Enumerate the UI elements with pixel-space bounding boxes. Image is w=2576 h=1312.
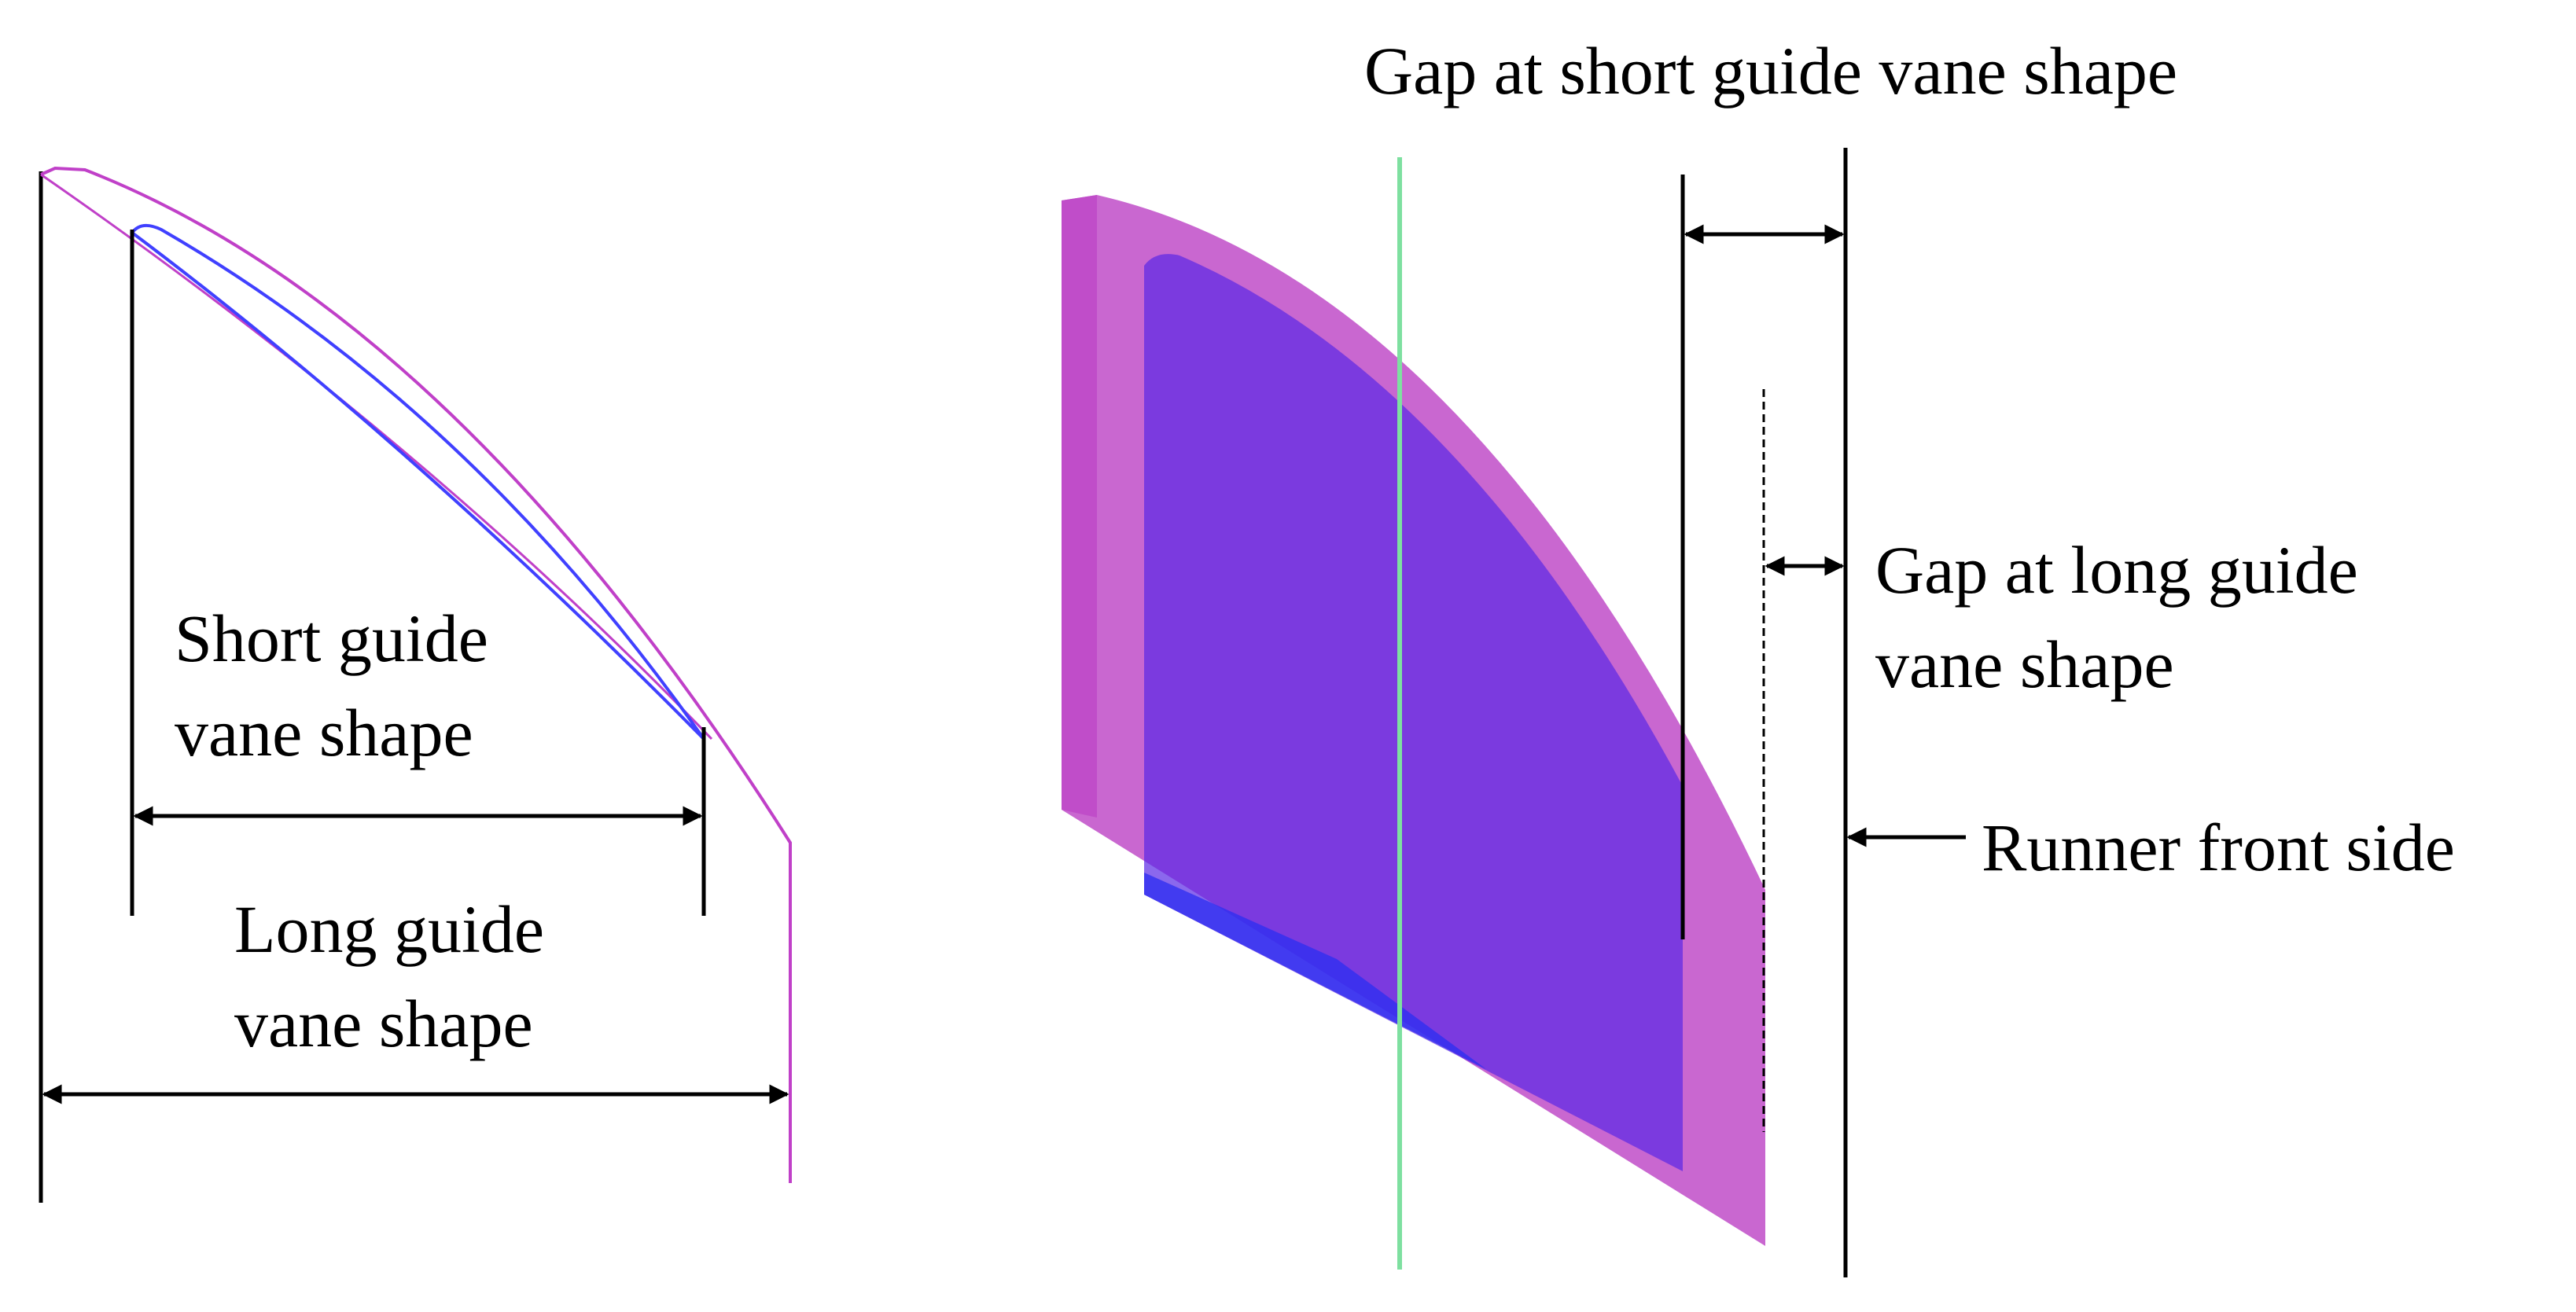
long-vane-side-face [1062,195,1097,818]
runner-front-label-text: Runner front side [1982,810,2455,885]
runner-front-label: Runner front side [1982,800,2455,895]
long-vane-label-line1: Long guide [234,891,545,967]
short-vane-label-line2: vane shape [175,695,473,770]
gap-long-label-line2: vane shape [1875,627,2174,702]
short-vane-outline [130,223,705,741]
short-vane-label-line1: Short guide [175,601,488,676]
gap-short-label-text: Gap at short guide vane shape [1364,33,2178,108]
long-vane-label: Long guide vane shape [234,882,544,1071]
gap-short-label: Gap at short guide vane shape [1364,24,2177,118]
gap-long-label-line1: Gap at long guide [1875,532,2358,608]
long-vane-outline [40,166,792,1183]
right-3d-view [1062,148,1966,1277]
long-vane-lower-edge [40,173,713,741]
short-vane-label: Short guide vane shape [175,591,488,780]
gap-long-label: Gap at long guide vane shape [1875,523,2358,711]
long-vane-label-line2: vane shape [234,986,533,1061]
left-profile-view [39,166,792,1203]
